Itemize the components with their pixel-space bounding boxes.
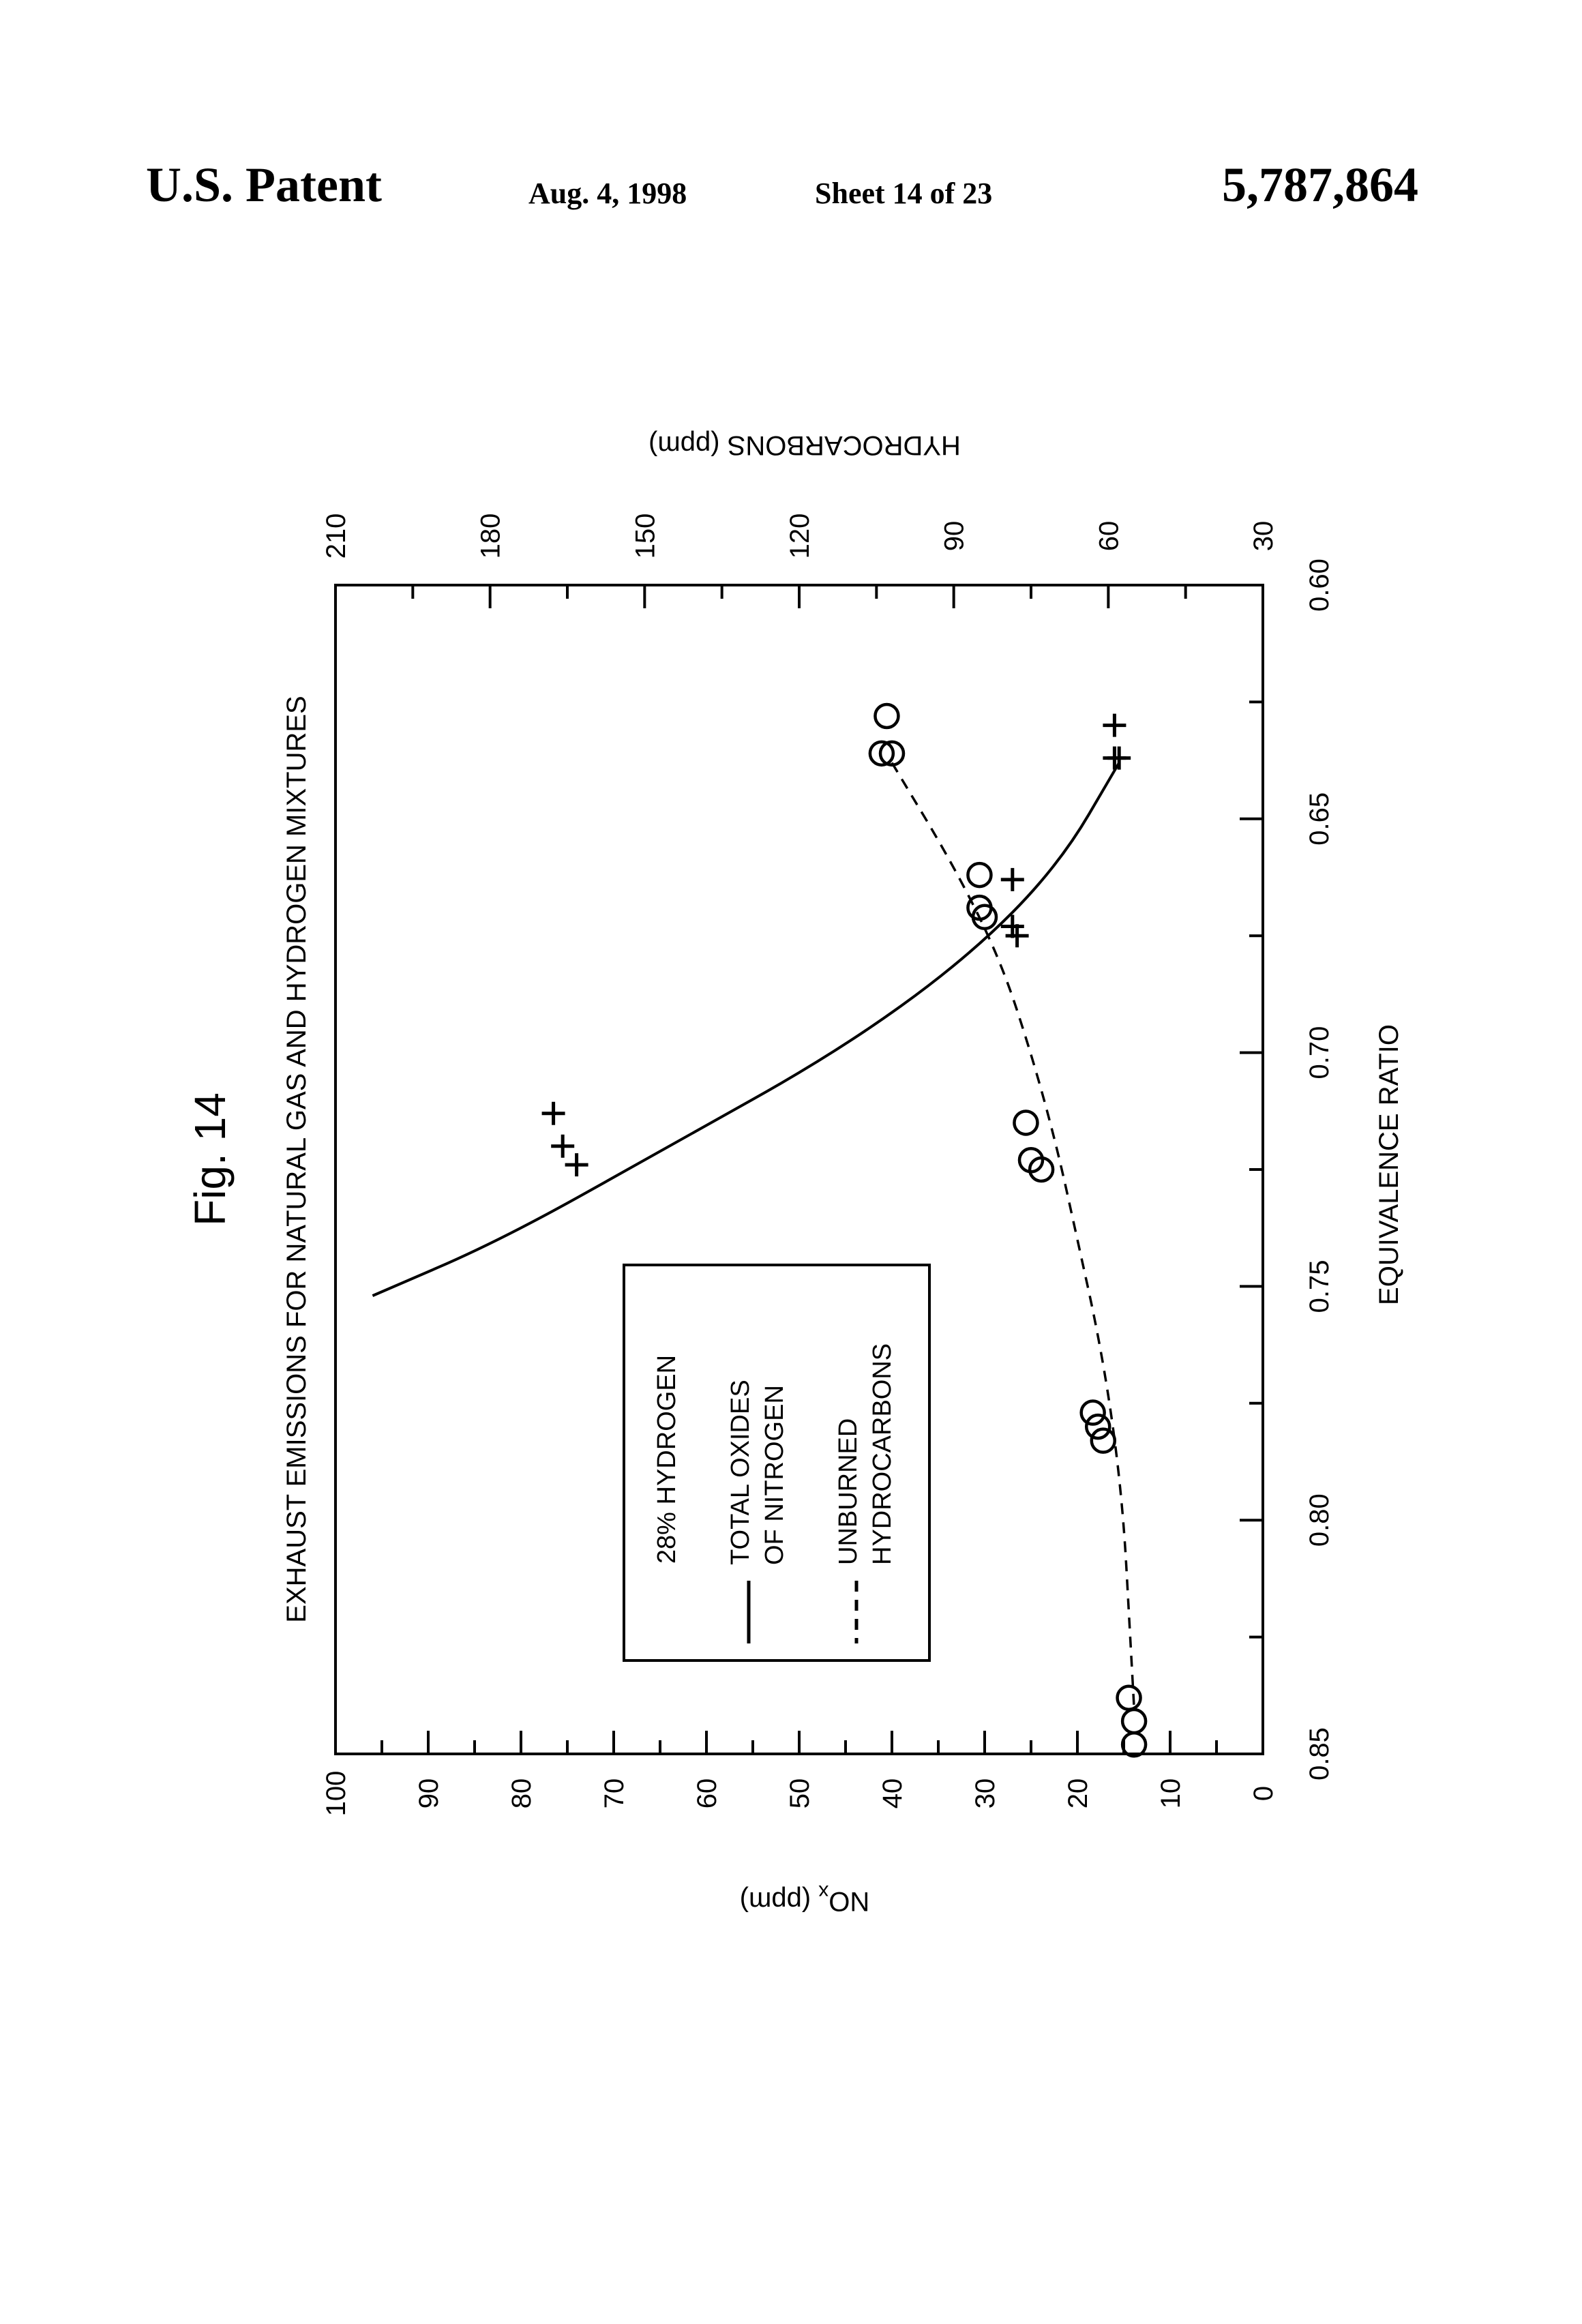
hc-point — [1118, 1686, 1141, 1710]
hc-point — [1086, 1415, 1109, 1438]
nox-tick-label: 70 — [599, 1778, 629, 1809]
hc-point — [1122, 1710, 1146, 1733]
nox-tick-label: 100 — [321, 1771, 351, 1817]
nox-tick-label: 20 — [1063, 1778, 1093, 1809]
nox-point — [1107, 747, 1131, 770]
legend-item-hc-line1: UNBURNED — [834, 1418, 863, 1565]
x-tick-label: 0.75 — [1304, 1260, 1334, 1313]
x-tick-label: 0.80 — [1304, 1493, 1334, 1547]
nox-tick-label: 10 — [1156, 1778, 1186, 1809]
x-axis-title: EQUIVALENCE RATIO — [1374, 1024, 1404, 1305]
nox-point — [1103, 714, 1126, 737]
chart-title: EXHAUST EMISSIONS FOR NATURAL GAS AND HY… — [282, 696, 312, 1622]
nox-point — [551, 1135, 574, 1158]
hc-tick-label: 180 — [476, 513, 506, 559]
nox-tick-label: 60 — [692, 1778, 722, 1809]
nox-tick-label: 50 — [785, 1778, 815, 1809]
hc-tick-label: 150 — [630, 513, 660, 559]
hc-tick-label: 60 — [1094, 521, 1124, 552]
hc-tick-label: 210 — [321, 513, 351, 559]
nox-point — [542, 1102, 565, 1125]
right-axis-title: HYDROCARBONS (ppm) — [648, 430, 961, 460]
nox-tick-label: 80 — [507, 1778, 537, 1809]
nox-tick-label: 40 — [878, 1778, 908, 1809]
hc-point — [875, 704, 898, 728]
legend-heading: 28% HYDROGEN — [653, 1355, 681, 1564]
x-tick-label: 0.65 — [1304, 792, 1334, 846]
nox-tick-label: 30 — [970, 1778, 1000, 1809]
legend-item-nox-line1: TOTAL OXIDES — [726, 1380, 755, 1565]
nox-label-sub: x — [818, 1881, 829, 1903]
x-tick-label: 0.70 — [1304, 1026, 1334, 1079]
x-tick-label: 0.85 — [1304, 1727, 1334, 1781]
nox-tick-label: 90 — [414, 1778, 444, 1809]
nox-point — [565, 1153, 588, 1176]
nox-curve — [372, 763, 1119, 1296]
hc-tick-label: 30 — [1249, 521, 1279, 552]
nox-point — [1001, 868, 1024, 891]
hc-tick-label: 90 — [940, 521, 970, 552]
nox-tick-label: 0 — [1249, 1786, 1279, 1801]
figure-label: Fig. 14 — [185, 1092, 235, 1226]
legend-item-hc-line2: HYDROCARBONS — [868, 1343, 897, 1565]
hc-tick-label: 120 — [785, 513, 815, 559]
legend-item-nox-line2: OF NITROGEN — [760, 1385, 789, 1565]
left-axis-title: NOx (ppm) — [740, 1881, 870, 1916]
nox-label-main: NO — [829, 1886, 869, 1916]
hc-point — [1081, 1401, 1105, 1425]
nox-label-unit: (ppm) — [740, 1886, 819, 1916]
hc-point — [1014, 1111, 1037, 1134]
x-tick-label: 0.60 — [1304, 558, 1334, 612]
hc-point — [1092, 1429, 1115, 1452]
hc-point — [968, 863, 991, 887]
